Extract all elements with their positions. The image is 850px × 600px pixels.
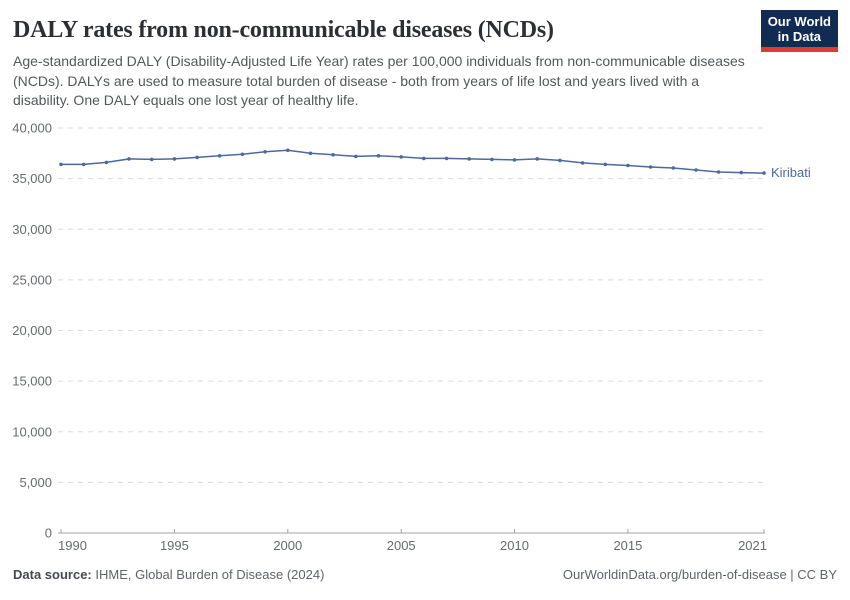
data-source-label: Data source: <box>13 567 92 582</box>
svg-text:2015: 2015 <box>613 538 642 553</box>
svg-text:5,000: 5,000 <box>19 475 52 490</box>
svg-text:Kiribati: Kiribati <box>771 165 811 180</box>
svg-text:40,000: 40,000 <box>12 121 52 136</box>
svg-text:20,000: 20,000 <box>12 323 52 338</box>
data-source-value: IHME, Global Burden of Disease (2024) <box>91 567 325 582</box>
owid-logo-line2: in Data <box>777 29 822 44</box>
chart-title: DALY rates from non-communicable disease… <box>13 17 554 43</box>
footer-link[interactable]: OurWorldinData.org/burden-of-disease | C… <box>562 567 837 582</box>
chart-subtitle: Age-standardized DALY (Disability-Adjust… <box>13 53 745 108</box>
svg-text:35,000: 35,000 <box>12 171 52 186</box>
svg-text:2021: 2021 <box>738 538 767 553</box>
svg-text:2005: 2005 <box>387 538 416 553</box>
owid-logo: Our World in Data <box>760 10 838 52</box>
svg-text:2010: 2010 <box>500 538 529 553</box>
svg-text:10,000: 10,000 <box>12 424 52 439</box>
svg-text:15,000: 15,000 <box>12 374 52 389</box>
svg-text:1995: 1995 <box>160 538 189 553</box>
svg-text:30,000: 30,000 <box>12 222 52 237</box>
chart-footer: Data source: IHME, Global Burden of Dise… <box>13 567 837 582</box>
owid-logo-line1: Our World <box>767 14 831 29</box>
line-chart[interactable]: 0 5,000 10,000 15,000 20,000 25,000 30,000 35,0… <box>0 115 850 575</box>
svg-text:0: 0 <box>45 526 52 541</box>
svg-text:2000: 2000 <box>273 538 302 553</box>
svg-text:1990: 1990 <box>58 538 87 553</box>
svg-text:25,000: 25,000 <box>12 272 52 287</box>
chart-header: DALY rates from non-communicable disease… <box>13 16 837 111</box>
data-source: Data source: IHME, Global Burden of Dise… <box>13 567 324 582</box>
